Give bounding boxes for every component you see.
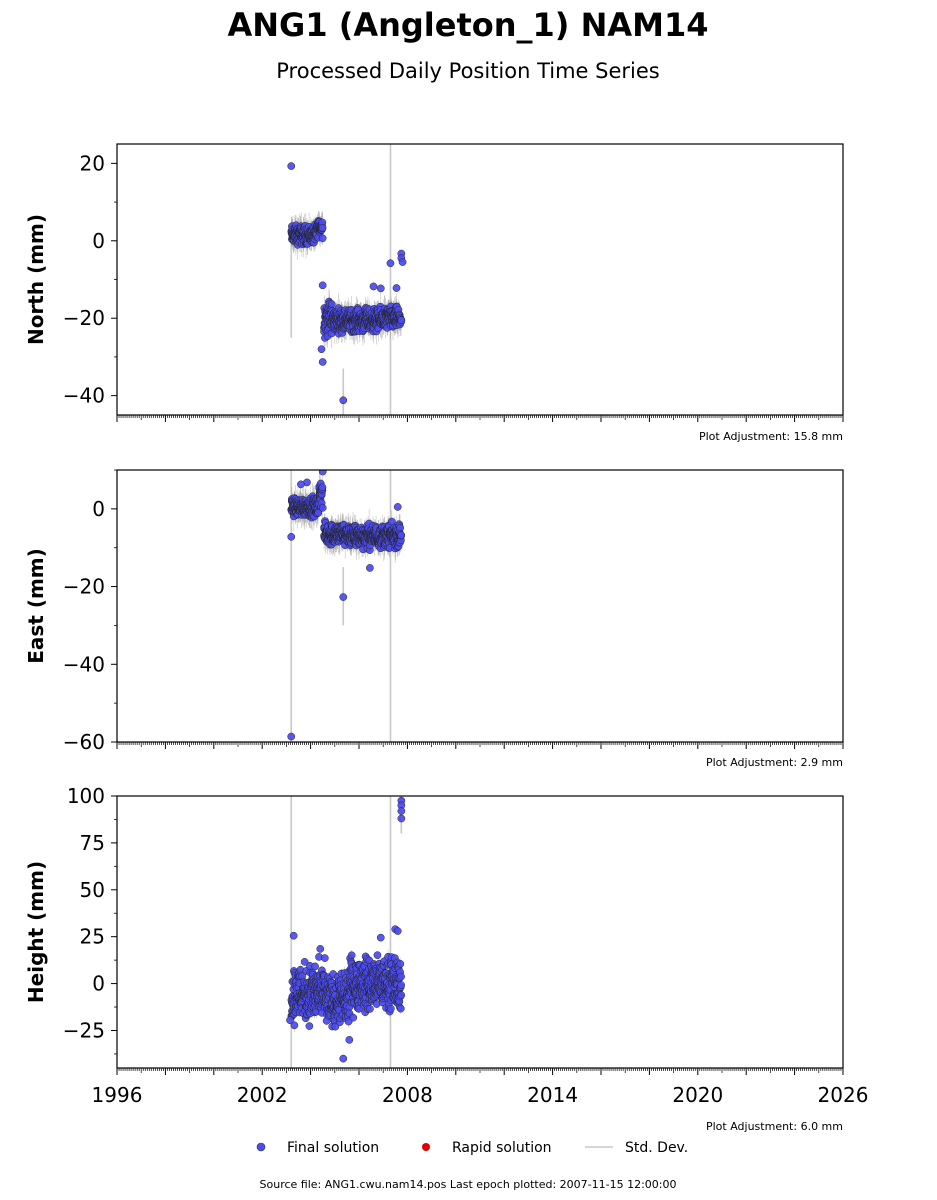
final-solution-point	[305, 1022, 314, 1030]
chart-title: ANG1 (Angleton_1) NAM14	[228, 6, 709, 44]
final-solution-point	[311, 962, 319, 971]
final-solution-point	[317, 345, 326, 354]
final-solution-point	[397, 991, 406, 1000]
final-solution-point	[376, 284, 385, 293]
final-solution-point	[396, 960, 405, 968]
final-solution-point	[320, 954, 329, 962]
east-plot-area	[287, 470, 406, 742]
final-solution-point	[397, 316, 406, 325]
final-solution-point	[287, 532, 296, 541]
final-solution-point	[396, 1004, 405, 1013]
y-tick-label: 0	[92, 497, 105, 521]
north-axes-frame	[116, 143, 844, 416]
final-solution-point	[318, 503, 327, 512]
final-solution-point	[397, 814, 406, 823]
final-solution-point	[316, 945, 325, 953]
y-tick-label: −25	[63, 1018, 105, 1042]
final-solution-point	[349, 1013, 358, 1022]
north-y-axis-label: North (mm)	[24, 214, 48, 345]
y-tick-label: −40	[63, 384, 105, 408]
final-solution-point	[387, 1004, 395, 1013]
final-solution-point	[314, 509, 323, 517]
final-solution-point	[339, 1054, 348, 1063]
final-solution-point	[339, 396, 348, 405]
final-solution-point	[318, 234, 327, 243]
final-solution-point	[339, 593, 348, 601]
y-tick-label: 0	[92, 229, 105, 253]
final-solution-point	[287, 732, 296, 741]
final-solution-point	[397, 981, 406, 989]
final-solution-point	[318, 483, 327, 492]
final-solution-point	[347, 951, 356, 960]
y-tick-label: 20	[80, 151, 105, 175]
y-tick-label: 75	[80, 831, 105, 855]
final-solution-point	[397, 531, 406, 540]
final-solution-point	[398, 258, 407, 266]
final-solution-point	[318, 281, 327, 290]
final-solution-point	[287, 162, 296, 170]
final-solution-point	[397, 972, 405, 981]
y-tick-label: −20	[63, 306, 105, 330]
east-axes-frame	[116, 469, 844, 743]
y-tick-label: 0	[92, 972, 105, 996]
east-panel: 0 −20 −40 −60 East (mm)	[24, 469, 844, 754]
final-solution-point	[297, 480, 305, 489]
y-tick-label: 100	[67, 784, 105, 808]
north-panel: 20 0 −20 −40 North (mm)	[24, 143, 844, 422]
final-solution-point	[300, 958, 309, 966]
final-solution-point	[392, 284, 401, 292]
final-solution-point	[366, 1005, 374, 1013]
final-solution-point	[318, 358, 327, 366]
final-solution-point	[318, 223, 327, 232]
final-solution-point	[289, 931, 298, 940]
final-solution-point	[327, 300, 336, 308]
y-tick-label: 25	[80, 925, 105, 949]
final-solution-point	[386, 259, 395, 268]
final-solution-point	[366, 564, 374, 572]
height-axes-frame	[116, 795, 844, 1069]
final-solution-point	[373, 951, 382, 960]
y-tick-label: 50	[80, 878, 105, 902]
east-y-axis-label: East (mm)	[24, 548, 48, 664]
final-solution-point	[393, 503, 402, 511]
height-plot-area	[286, 796, 406, 1068]
final-solution-point	[397, 807, 406, 815]
north-plot-area	[287, 144, 407, 415]
final-solution-point	[376, 933, 385, 942]
final-solution-point	[286, 1016, 294, 1025]
y-tick-label: −60	[63, 730, 105, 754]
y-tick-label: −40	[63, 652, 105, 676]
final-solution-point	[345, 1036, 354, 1044]
final-solution-point	[318, 470, 327, 476]
final-solution-point	[369, 282, 378, 291]
y-tick-label: −20	[63, 575, 105, 599]
chart-subtitle: Processed Daily Position Time Series	[276, 59, 660, 83]
final-solution-point	[290, 1021, 299, 1030]
final-solution-point	[393, 927, 402, 935]
